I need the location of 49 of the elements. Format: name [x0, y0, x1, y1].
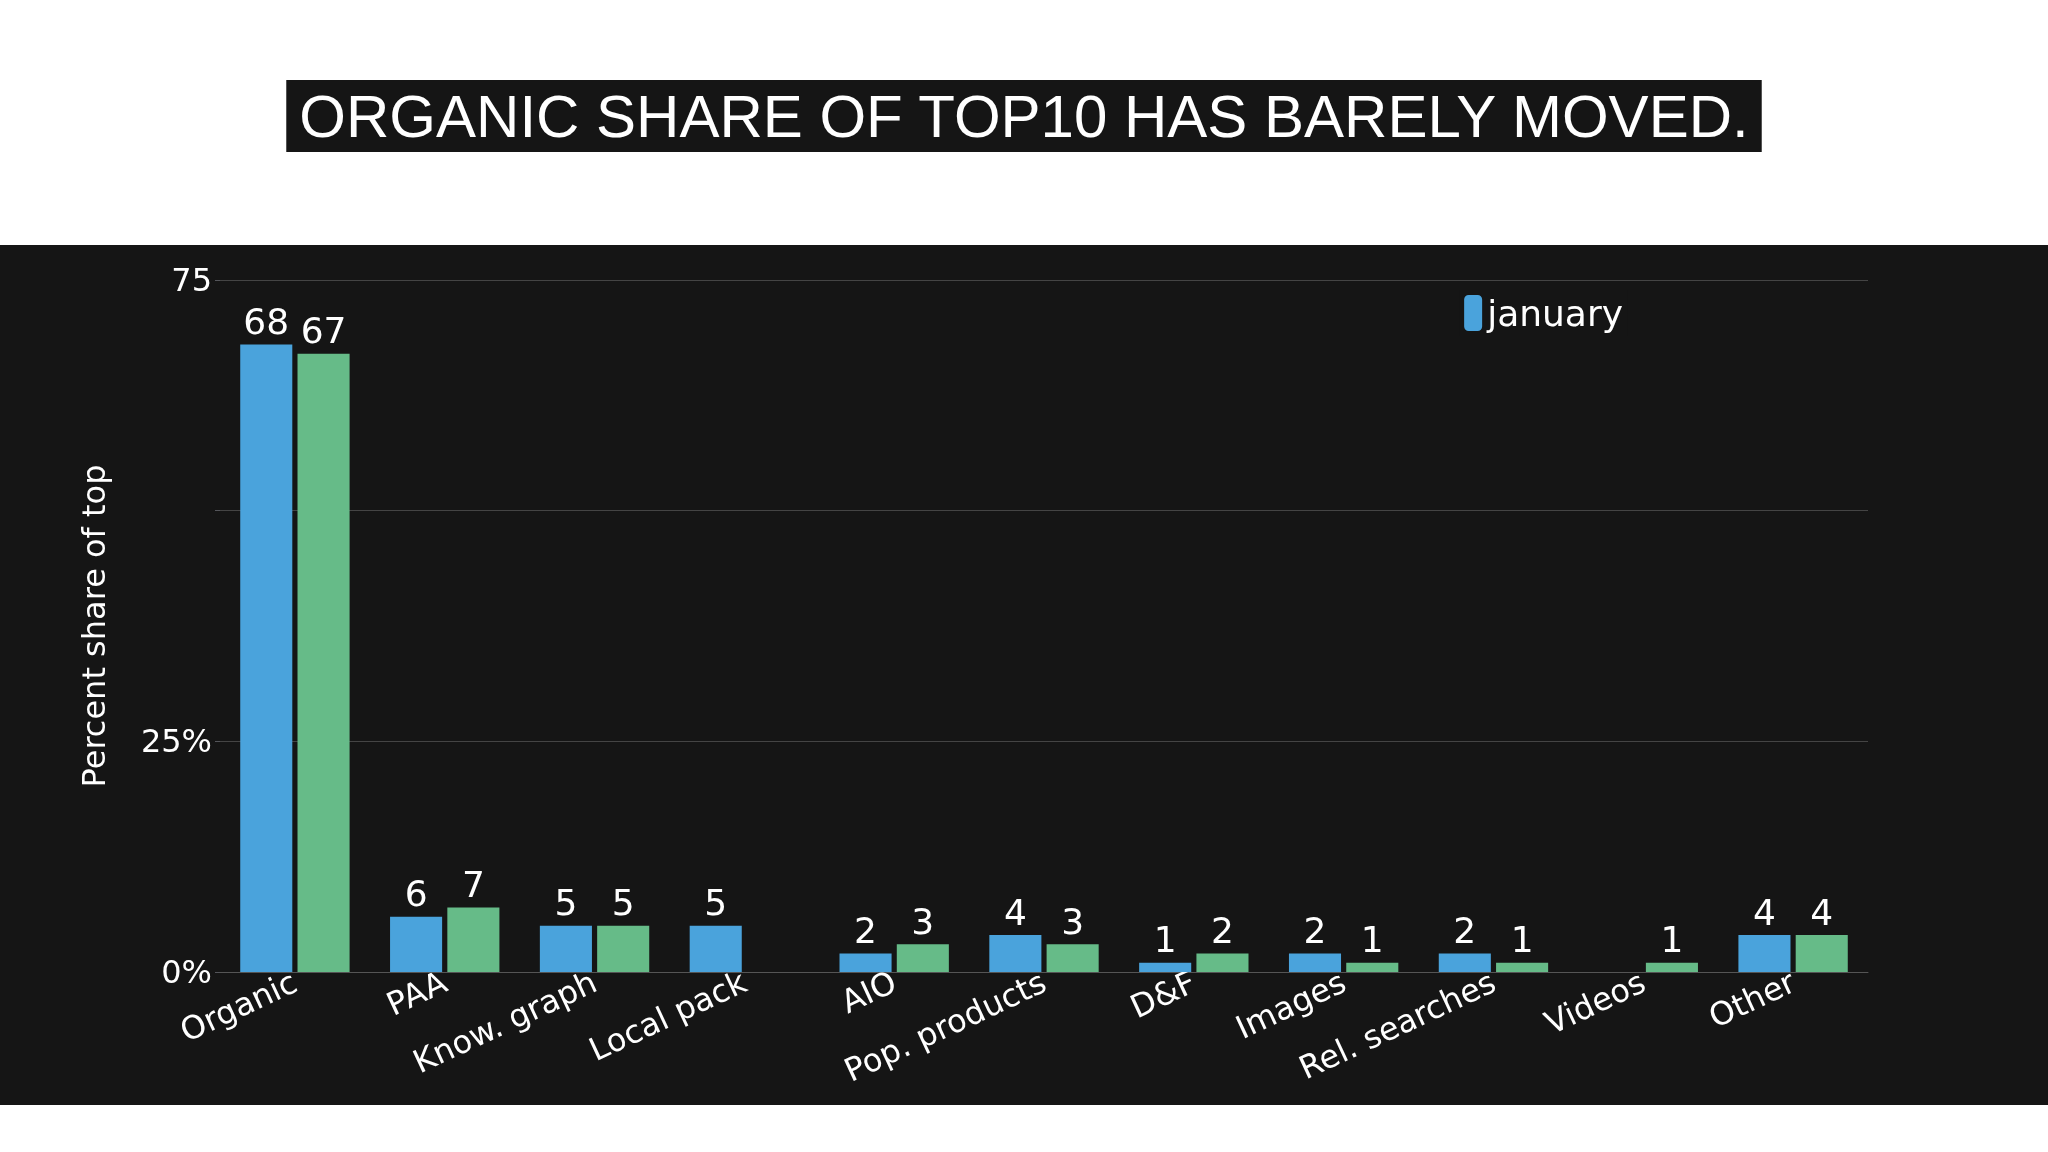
bar	[1288, 953, 1342, 972]
y-tick-label: 25%	[140, 722, 212, 761]
bar	[1496, 962, 1549, 972]
bar	[539, 925, 592, 972]
data-label: 2	[1453, 910, 1477, 952]
bar	[1046, 944, 1099, 972]
x-tick-label: PAA	[380, 962, 453, 1024]
data-label: 1	[1360, 919, 1384, 961]
y-tick-label: 75	[171, 261, 212, 299]
data-label: 67	[300, 310, 347, 352]
data-label: 1	[1660, 919, 1684, 961]
data-label: 4	[1752, 891, 1776, 933]
data-label: 5	[554, 882, 578, 924]
bar	[689, 925, 742, 972]
bar	[447, 907, 500, 972]
data-label: 3	[911, 900, 935, 942]
data-label: 7	[461, 863, 485, 905]
chart-title: ORGANIC SHARE OF TOP10 HAS BARELY MOVED.	[299, 82, 1749, 150]
bar	[1645, 962, 1698, 972]
data-label: 3	[1061, 900, 1085, 942]
data-label: 1	[1153, 919, 1177, 961]
data-label: 6	[404, 873, 428, 915]
bar	[1346, 962, 1399, 972]
data-label: 2	[1211, 910, 1234, 952]
data-label: 2	[1303, 910, 1327, 952]
bar	[1196, 953, 1249, 972]
bar	[896, 944, 949, 972]
bar	[1738, 935, 1791, 972]
data-label: 5	[704, 882, 728, 924]
legend-label: january	[1486, 292, 1624, 334]
data-label: 1	[1510, 919, 1534, 961]
data-label: 5	[611, 882, 635, 924]
bar	[390, 916, 443, 972]
x-tick-label: Other	[1702, 962, 1802, 1036]
bar	[297, 353, 350, 972]
x-tick-label: D&F	[1124, 962, 1202, 1026]
bar	[1438, 953, 1491, 972]
bar	[989, 935, 1042, 972]
data-label: 4	[1003, 891, 1027, 933]
y-axis-title: Percent share of top	[75, 464, 113, 788]
bar	[1139, 962, 1192, 972]
bar	[839, 953, 892, 972]
x-tick-label: AIO	[834, 962, 903, 1022]
data-label: 2	[854, 910, 877, 952]
data-label: 68	[243, 301, 290, 343]
bar	[240, 344, 293, 972]
bar	[1795, 935, 1848, 972]
data-label: 4	[1810, 891, 1834, 933]
bar	[597, 925, 650, 972]
